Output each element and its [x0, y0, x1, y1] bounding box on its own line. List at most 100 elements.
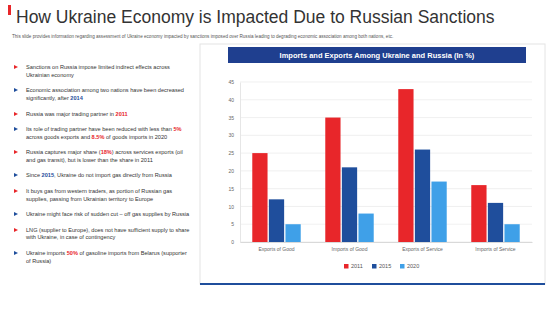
- bars: [252, 89, 519, 242]
- bar: [252, 153, 267, 242]
- slide: How Ukraine Economy is Impacted Due to R…: [0, 0, 560, 315]
- bullet-arrow: [14, 228, 18, 232]
- bar: [471, 185, 486, 242]
- y-tick: 45: [228, 79, 240, 85]
- bar: [358, 214, 373, 242]
- bullet-text: Its role of trading partner have been re…: [26, 126, 173, 132]
- bullet: LNG (supplier to Europe), does not have …: [14, 227, 192, 243]
- title: How Ukraine Economy is Impacted Due to R…: [16, 7, 495, 27]
- bar: [431, 182, 446, 242]
- y-tick-label: 15: [228, 186, 234, 192]
- grid-line: [240, 82, 532, 83]
- legend-swatch: [372, 264, 377, 269]
- bullet-arrow: [14, 88, 18, 92]
- legend-label: 2015: [379, 263, 391, 269]
- bullet-text: 2011: [116, 111, 128, 117]
- bullet-text: 50%: [67, 250, 78, 256]
- bullet-text: across goods exports and: [26, 134, 92, 140]
- y-tick: 5: [231, 221, 240, 227]
- bullet: Sanctions on Russia impose limited indir…: [14, 64, 192, 80]
- subtitle: This slide provides information regardin…: [12, 34, 393, 39]
- y-tick-label: 10: [228, 204, 234, 210]
- x-tick-label: Imports of Service: [475, 246, 516, 252]
- chart-panel: [200, 44, 545, 284]
- bar: [325, 118, 340, 242]
- bullet-arrow: [14, 127, 18, 131]
- grid-line: [240, 153, 532, 154]
- bullet-text: Ukraine might face risk of sudden cut – …: [26, 211, 189, 217]
- chart-title: Imports and Exports Among Ukraine and Ru…: [280, 51, 475, 60]
- bullet: Economic association among two nations h…: [14, 87, 192, 103]
- bar: [398, 89, 413, 242]
- bullet-arrow: [14, 212, 18, 216]
- bullet-text: Russia captures major share (: [26, 149, 101, 155]
- bullet: Its role of trading partner have been re…: [14, 126, 192, 142]
- y-tick: 20: [228, 168, 240, 174]
- x-tick: Exports of Good: [258, 242, 294, 252]
- legend-swatch: [400, 264, 405, 269]
- bullet: Russia captures major share (18%) across…: [14, 149, 192, 165]
- chart-header: [228, 47, 526, 63]
- bullet-text: 2015: [42, 172, 54, 178]
- y-tick-label: 40: [228, 97, 234, 103]
- grid-line: [240, 170, 532, 171]
- x-tick: Imports of Service: [475, 242, 516, 252]
- y-tick-label: 20: [228, 168, 234, 174]
- bullet-text: 8.5%: [92, 134, 105, 140]
- bar: [269, 199, 284, 242]
- grid-line: [240, 135, 532, 136]
- y-tick: 0: [231, 239, 240, 245]
- bar: [342, 167, 357, 242]
- y-tick: 25: [228, 150, 240, 156]
- x-axis: Exports of Good Imports of Good Exports of…: [241, 242, 533, 252]
- bullet: Since 2015, Ukraine do not import gas di…: [14, 172, 192, 180]
- legend-swatch: [344, 264, 349, 269]
- bar: [488, 203, 503, 242]
- bullet-arrow: [14, 251, 18, 255]
- grid-line: [240, 188, 532, 189]
- y-tick: 15: [228, 186, 240, 192]
- bullet-arrow: [14, 150, 18, 154]
- bullet-text: of goods imports in 2020: [104, 134, 167, 140]
- y-axis: 0 5 10 15 20 25 30 35 40 45: [228, 79, 240, 245]
- bullet-text: It buys gas from western traders, as por…: [26, 188, 172, 202]
- bullet-arrow: [14, 189, 18, 193]
- bullet-arrow: [14, 112, 18, 116]
- bar: [504, 224, 519, 242]
- bullet-list: Sanctions on Russia impose limited indir…: [14, 64, 192, 273]
- y-tick-label: 5: [231, 221, 234, 227]
- y-tick-label: 45: [228, 79, 234, 85]
- panel-rule: [200, 283, 545, 285]
- x-tick-label: Exports of Good: [258, 246, 294, 252]
- bullet-text: 5%: [173, 126, 181, 132]
- legend-label: 2011: [351, 263, 363, 269]
- bullet-text: LNG (supplier to Europe), does not have …: [26, 227, 189, 241]
- bullet-text: 2014: [70, 95, 82, 101]
- bar: [285, 224, 300, 242]
- bullet-text: Since: [26, 172, 42, 178]
- y-tick-label: 0: [231, 239, 234, 245]
- bullet: Russia was major trading partner in 2011: [14, 111, 192, 119]
- bullet-text: Sanctions on Russia impose limited indir…: [26, 64, 170, 78]
- y-axis-line: [240, 83, 241, 243]
- x-axis-line: [241, 242, 533, 243]
- y-tick-label: 30: [228, 132, 234, 138]
- legend-label: 2020: [407, 263, 419, 269]
- y-tick: 35: [228, 115, 240, 121]
- bullet-text: Ukraine imports: [26, 250, 67, 256]
- bullet-arrow: [14, 173, 18, 177]
- bar: [415, 150, 430, 242]
- y-tick: 10: [228, 204, 240, 210]
- accent: [8, 5, 11, 15]
- legend: 2011 2015 2020: [344, 263, 419, 269]
- y-tick: 30: [228, 132, 240, 138]
- x-tick: Imports of Good: [332, 242, 368, 252]
- bullet: Ukraine might face risk of sudden cut – …: [14, 211, 192, 219]
- x-tick-label: Exports of Service: [402, 246, 443, 252]
- y-tick: 40: [228, 97, 240, 103]
- grid-line: [240, 117, 532, 118]
- bullet-text: , Ukraine do not import gas directly fro…: [54, 172, 172, 178]
- bullet-arrow: [14, 65, 18, 69]
- bullet-text: Economic association among two nations h…: [26, 87, 184, 101]
- bullet-text: 18%: [101, 149, 112, 155]
